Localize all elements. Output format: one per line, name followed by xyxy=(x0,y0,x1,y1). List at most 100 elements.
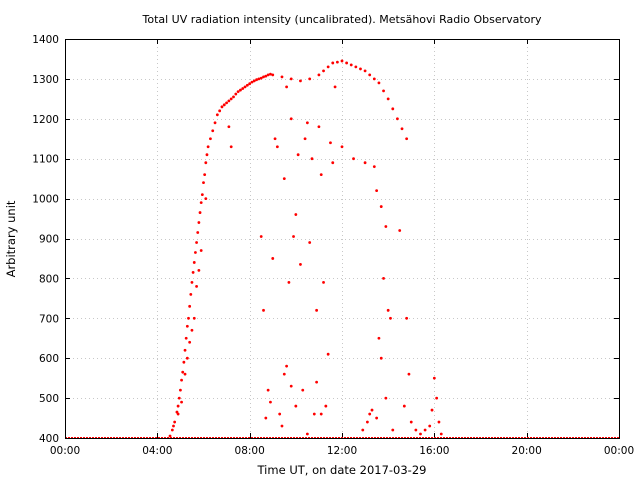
data-point xyxy=(232,95,235,99)
data-point xyxy=(188,340,192,344)
data-point xyxy=(183,348,187,352)
data-point xyxy=(292,235,295,238)
x-axis-title: Time UT, on date 2017-03-29 xyxy=(257,463,427,477)
chart-title: Total UV radiation intensity (uncalibrat… xyxy=(142,13,542,26)
data-point xyxy=(280,424,284,428)
data-point xyxy=(437,420,441,424)
data-point xyxy=(324,404,328,408)
data-point xyxy=(190,328,194,332)
data-point xyxy=(285,364,288,368)
data-point xyxy=(195,284,198,288)
data-point xyxy=(211,129,215,133)
data-point xyxy=(368,412,372,416)
data-point xyxy=(370,408,374,412)
data-point xyxy=(182,360,186,364)
data-point xyxy=(181,370,185,374)
data-point xyxy=(382,277,385,280)
data-point xyxy=(398,229,402,232)
data-point xyxy=(317,125,321,129)
data-point xyxy=(363,161,367,165)
data-point xyxy=(335,60,339,64)
x-tick-label: 16:00 xyxy=(419,445,449,457)
data-point xyxy=(204,161,208,165)
axis-ticks: 00:00 04:00 08:00 12:00 16:00 20:00 00:0040050… xyxy=(32,34,634,457)
y-tick-label: 400 xyxy=(39,433,59,445)
data-point xyxy=(275,145,279,149)
data-point xyxy=(322,280,325,284)
data-point xyxy=(430,408,434,412)
data-point xyxy=(266,388,270,392)
data-point xyxy=(310,157,314,161)
data-point xyxy=(303,137,307,141)
data-point xyxy=(363,69,367,73)
data-point xyxy=(282,177,286,181)
data-point xyxy=(409,420,413,424)
data-point xyxy=(220,105,224,109)
data-point xyxy=(391,428,395,432)
y-tick-label: 1300 xyxy=(32,74,59,86)
data-point xyxy=(187,316,190,320)
data-point xyxy=(271,257,275,260)
data-point xyxy=(423,428,427,432)
data-point xyxy=(391,107,395,111)
data-point xyxy=(205,153,209,157)
data-point xyxy=(259,235,263,238)
data-point xyxy=(349,63,353,67)
data-point xyxy=(227,125,231,129)
data-point xyxy=(213,121,217,125)
data-point xyxy=(194,251,197,254)
data-point xyxy=(331,161,335,165)
data-point xyxy=(191,271,195,274)
data-point xyxy=(197,269,201,272)
data-point xyxy=(308,241,312,244)
data-point xyxy=(179,388,182,392)
data-point xyxy=(299,79,302,83)
data-point xyxy=(264,416,268,420)
data-point xyxy=(372,165,376,169)
data-point xyxy=(229,97,233,101)
data-point xyxy=(405,137,409,141)
data-point xyxy=(326,352,330,356)
data-point xyxy=(262,308,265,312)
data-point xyxy=(439,432,443,436)
data-point xyxy=(305,432,309,436)
data-point xyxy=(285,85,288,89)
data-point xyxy=(377,336,381,340)
data-point xyxy=(331,61,335,65)
y-axis-title: Arbitrary unit xyxy=(4,200,18,277)
data-point xyxy=(400,127,404,131)
data-point xyxy=(170,428,174,432)
data-point xyxy=(432,376,436,380)
data-point xyxy=(176,404,180,408)
data-point xyxy=(402,404,406,408)
data-point xyxy=(245,83,249,87)
data-point xyxy=(229,145,233,149)
data-point xyxy=(199,249,203,252)
data-point xyxy=(340,145,344,149)
x-tick-label: 08:00 xyxy=(235,445,265,457)
data-point xyxy=(382,89,385,93)
data-point xyxy=(199,201,203,204)
data-point xyxy=(386,308,390,312)
data-point xyxy=(177,396,181,400)
data-point xyxy=(269,400,272,404)
x-tick-label: 00:00 xyxy=(604,445,634,457)
data-point xyxy=(234,92,238,96)
data-point xyxy=(289,117,293,121)
data-point xyxy=(315,380,319,384)
x-tick-label: 00:00 xyxy=(50,445,80,457)
data-point xyxy=(197,221,201,224)
data-point xyxy=(377,81,381,85)
data-point xyxy=(266,73,270,77)
data-point xyxy=(236,90,240,94)
data-point xyxy=(405,316,409,320)
y-tick-label: 700 xyxy=(39,313,59,325)
data-point xyxy=(354,65,358,69)
data-point xyxy=(319,412,323,416)
data-point xyxy=(269,72,272,76)
data-point xyxy=(375,189,379,193)
y-tick-label: 900 xyxy=(39,234,59,246)
data-point xyxy=(317,73,321,77)
data-point xyxy=(379,205,383,208)
